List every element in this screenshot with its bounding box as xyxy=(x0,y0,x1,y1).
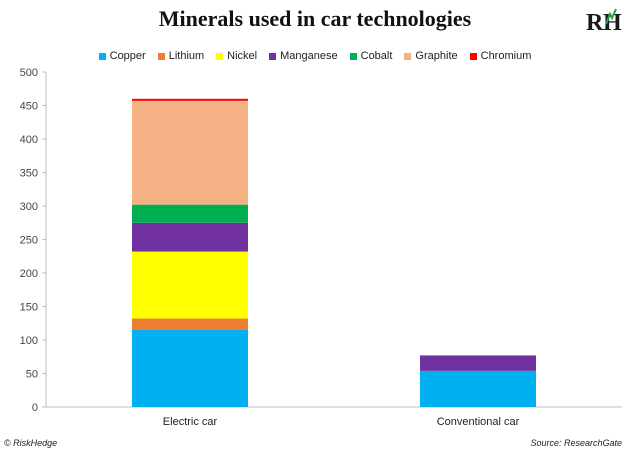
source-label: Source: ResearchGate xyxy=(530,438,622,448)
chart-legend: Copper Lithium Nickel Manganese Cobalt Graphi… xyxy=(0,50,630,62)
bar-segment-manganese-conventional-car xyxy=(420,355,536,371)
bar-segment-lithium-electric-car xyxy=(132,318,248,330)
legend-swatch-lithium xyxy=(157,52,165,60)
legend-label: Nickel xyxy=(227,50,258,62)
legend-label: Lithium xyxy=(168,50,205,62)
legend-item-chromium: Chromium xyxy=(469,50,532,62)
legend-item-manganese: Manganese xyxy=(269,50,338,62)
legend-item-lithium: Lithium xyxy=(157,50,205,62)
y-tick-label: 200 xyxy=(20,268,38,280)
bar-segment-copper-conventional-car xyxy=(420,370,536,407)
legend-item-graphite: Graphite xyxy=(404,50,458,62)
legend-swatch-copper xyxy=(98,52,106,60)
bar-segment-chromium-electric-car xyxy=(132,98,248,101)
y-tick-label: 400 xyxy=(20,134,38,146)
y-tick-label: 150 xyxy=(20,302,38,314)
bar-segment-cobalt-electric-car xyxy=(132,204,248,223)
y-tick-label: 450 xyxy=(20,101,38,113)
legend-swatch-chromium xyxy=(469,52,477,60)
legend-label: Cobalt xyxy=(360,50,393,62)
bar-segment-graphite-electric-car xyxy=(132,100,248,205)
chart-title: Minerals used in car technologies xyxy=(158,6,472,31)
y-tick-label: 50 xyxy=(26,369,38,381)
y-tick-label: 500 xyxy=(20,67,38,79)
svg-text:R: R xyxy=(586,10,604,36)
svg-text:H: H xyxy=(603,10,622,36)
riskhedge-logo: R H xyxy=(586,8,622,36)
bar-segment-copper-electric-car xyxy=(132,329,248,407)
x-category-label: Electric car xyxy=(163,416,218,428)
y-tick-label: 100 xyxy=(20,335,38,347)
legend-label: Manganese xyxy=(280,50,338,62)
legend-item-copper: Copper xyxy=(98,50,146,62)
legend-swatch-cobalt xyxy=(349,52,357,60)
bar-segment-manganese-electric-car xyxy=(132,222,248,252)
y-tick-label: 350 xyxy=(20,168,38,180)
legend-label: Copper xyxy=(109,50,146,62)
legend-swatch-graphite xyxy=(404,52,412,60)
legend-item-cobalt: Cobalt xyxy=(349,50,393,62)
bar-segment-nickel-electric-car xyxy=(132,251,248,319)
legend-item-nickel: Nickel xyxy=(216,50,257,62)
x-category-label: Conventional car xyxy=(437,416,520,428)
legend-swatch-nickel xyxy=(216,52,224,60)
legend-swatch-manganese xyxy=(269,52,277,60)
credit-label: © RiskHedge xyxy=(4,438,58,448)
y-tick-label: 250 xyxy=(20,235,38,247)
legend-label: Graphite xyxy=(415,50,458,62)
y-tick-label: 300 xyxy=(20,201,38,213)
legend-label: Chromium xyxy=(480,50,532,62)
y-tick-label: 0 xyxy=(32,402,38,414)
